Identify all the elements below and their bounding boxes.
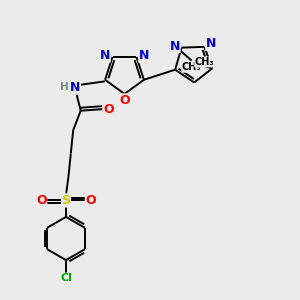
Text: N: N [70,81,80,94]
Text: H: H [59,82,68,92]
Text: N: N [170,40,180,52]
Text: N: N [100,49,110,62]
Text: Cl: Cl [60,273,72,283]
Text: N: N [206,37,216,50]
Text: S: S [61,194,70,207]
Text: O: O [36,194,47,207]
Text: N: N [139,49,149,62]
Text: CH₃: CH₃ [182,62,202,72]
Text: O: O [85,194,96,207]
Text: O: O [103,103,114,116]
Text: CH₃: CH₃ [195,57,214,67]
Text: O: O [119,94,130,107]
